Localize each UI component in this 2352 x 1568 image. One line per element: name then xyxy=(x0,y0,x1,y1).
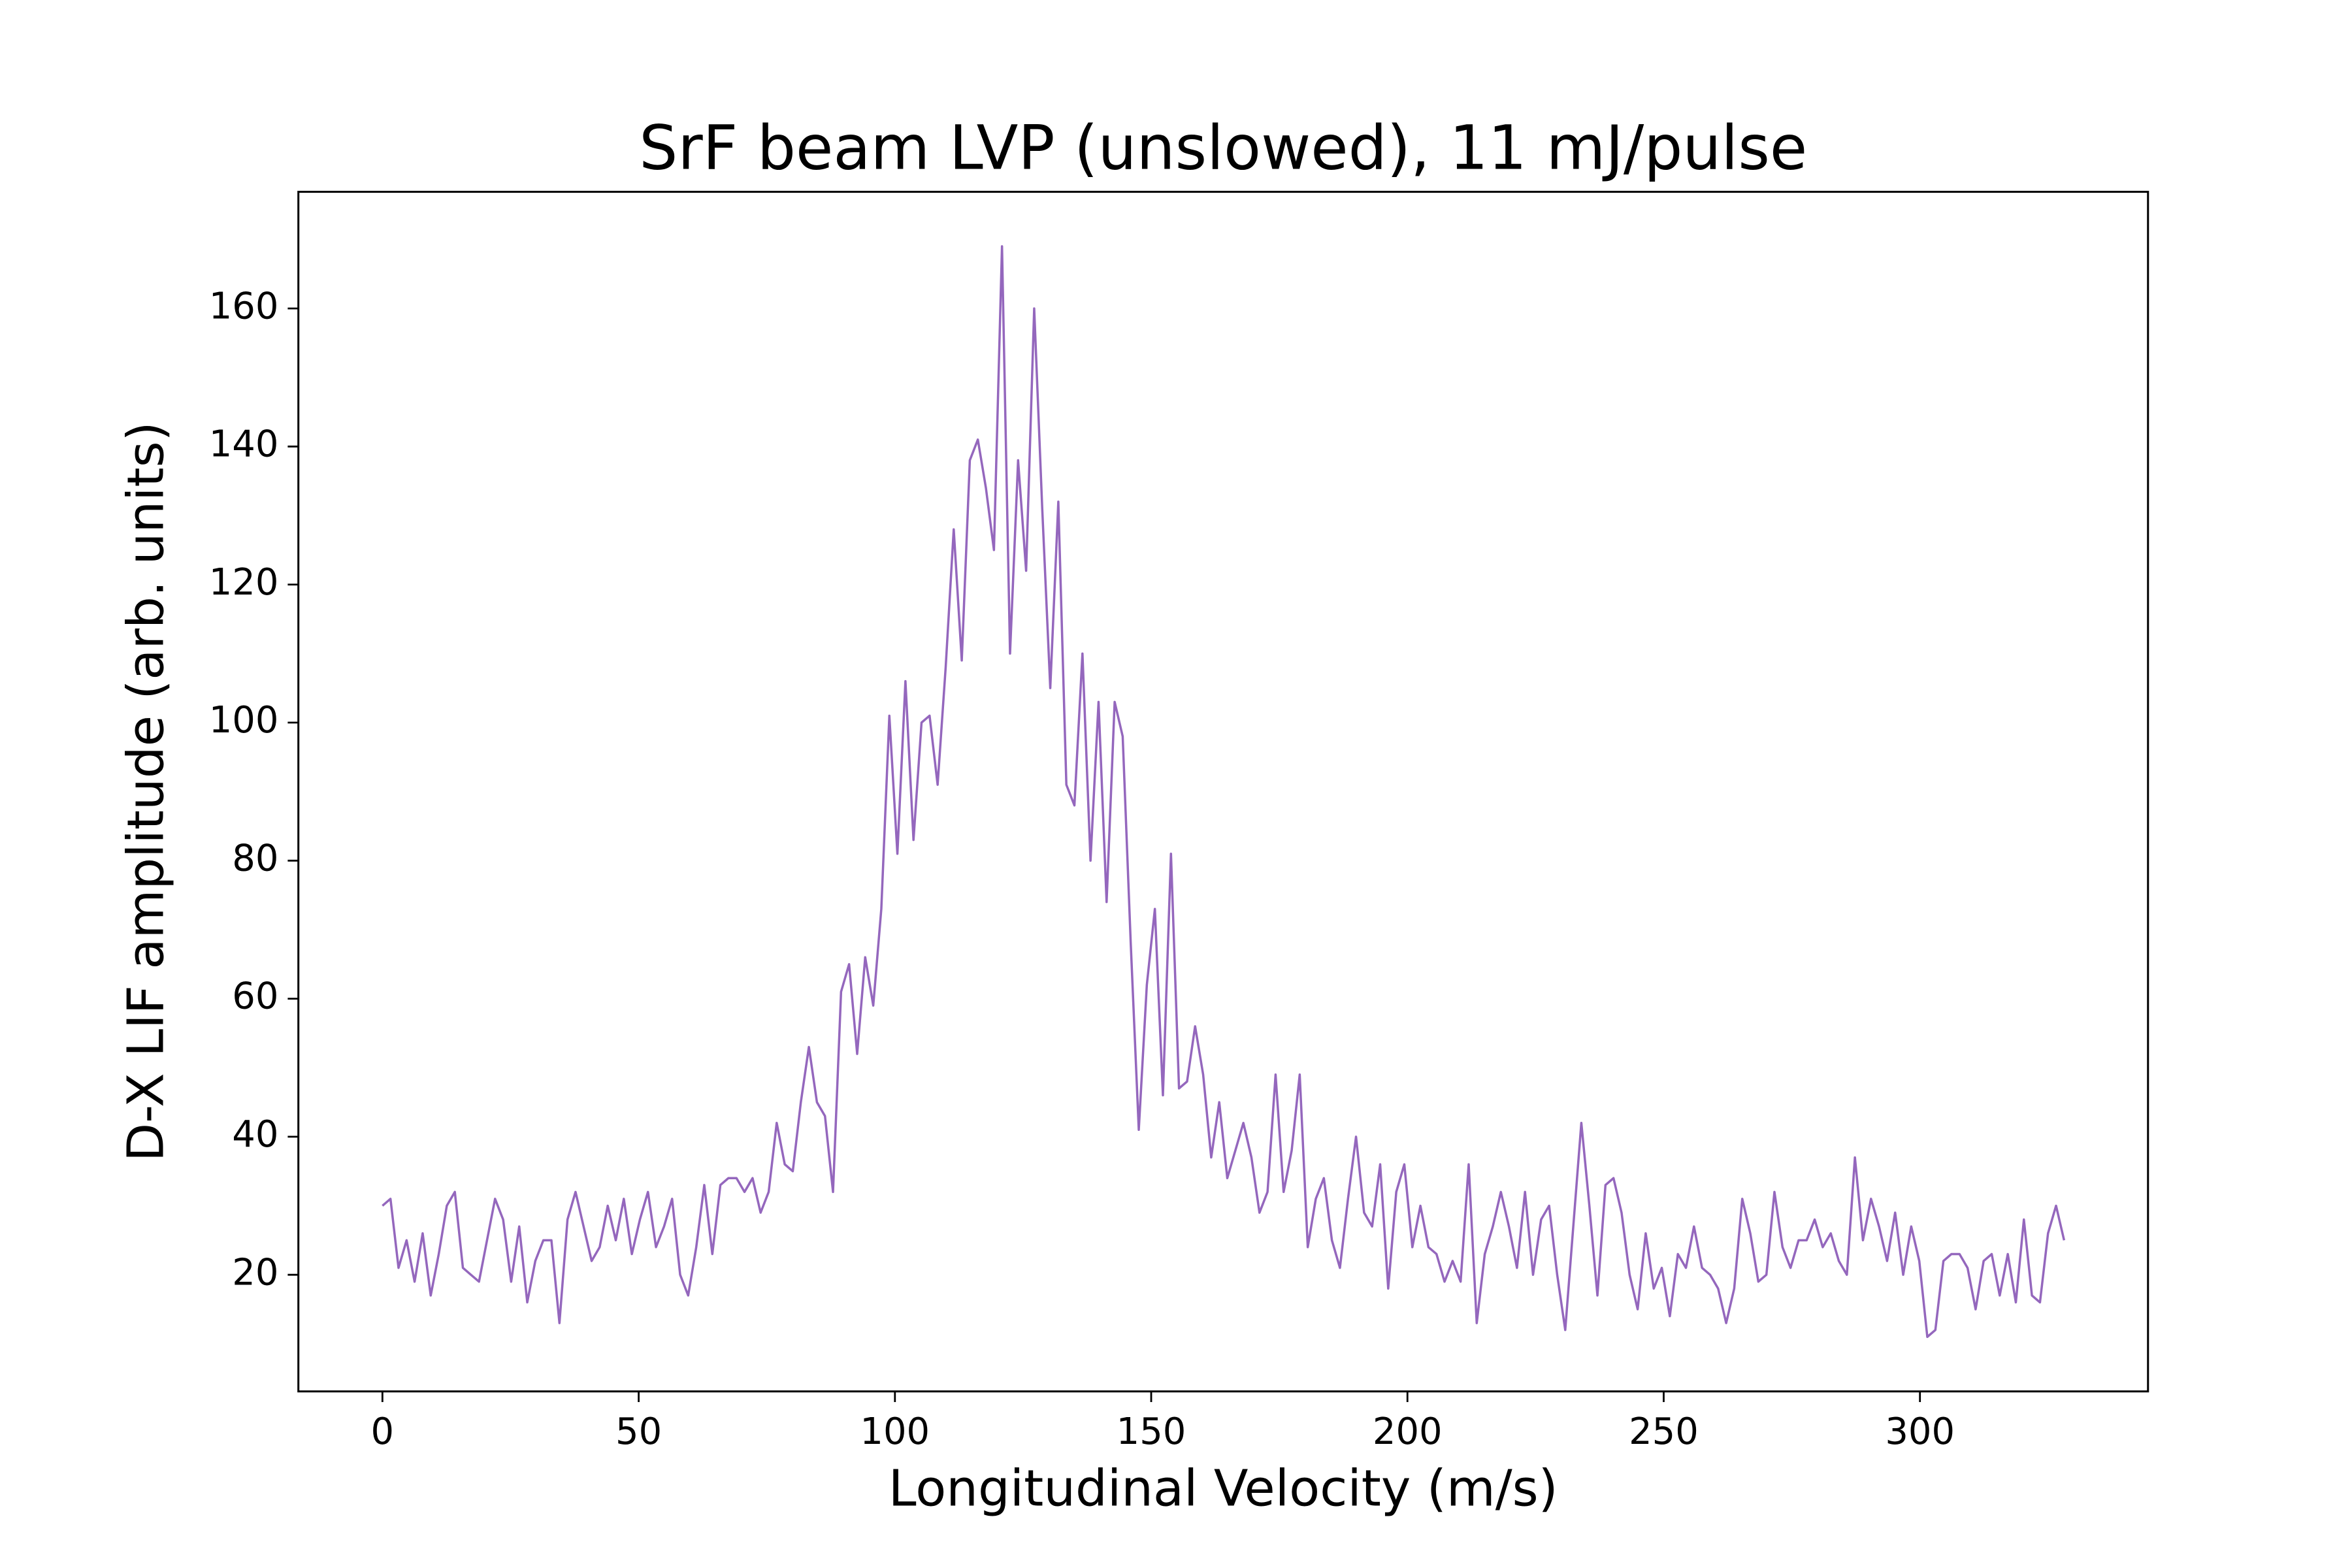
y-tick-label: 160 xyxy=(209,285,279,327)
x-tick-label: 0 xyxy=(371,1411,395,1453)
x-tick-label: 300 xyxy=(1885,1411,1955,1453)
x-axis-label: Longitudinal Velocity (m/s) xyxy=(889,1460,1558,1518)
y-tick-label: 60 xyxy=(232,975,278,1018)
x-tick-label: 50 xyxy=(615,1411,662,1453)
y-axis-label: D-X LIF amplitude (arb. units) xyxy=(117,421,175,1162)
y-tick-label: 140 xyxy=(209,423,279,466)
y-tick-label: 20 xyxy=(232,1251,278,1294)
x-tick-label: 250 xyxy=(1629,1411,1699,1453)
data-line xyxy=(382,245,2066,1338)
y-tick-label: 120 xyxy=(209,561,279,604)
chart-title: SrF beam LVP (unslowed), 11 mJ/pulse xyxy=(639,112,1807,183)
axes-frame xyxy=(297,191,2149,1393)
y-tick-label: 40 xyxy=(232,1113,278,1156)
y-tick-label: 100 xyxy=(209,699,279,742)
x-tick-label: 100 xyxy=(860,1411,930,1453)
x-tick-label: 200 xyxy=(1373,1411,1443,1453)
y-tick-label: 80 xyxy=(232,837,278,879)
x-tick-label: 150 xyxy=(1117,1411,1186,1453)
